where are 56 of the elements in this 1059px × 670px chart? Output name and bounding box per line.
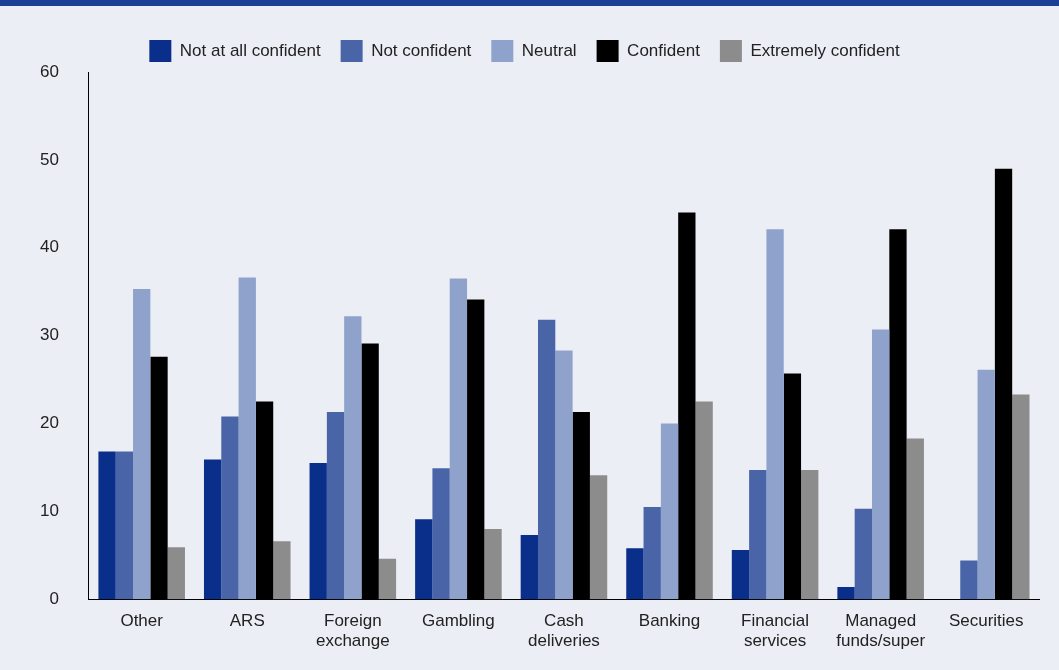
bar — [167, 547, 185, 600]
bar — [432, 468, 450, 600]
bar — [273, 541, 291, 600]
bar — [415, 519, 433, 600]
bar — [537, 319, 556, 600]
bar — [837, 586, 855, 600]
bar — [766, 229, 784, 600]
bar — [520, 535, 538, 600]
y-tick-label: 30 — [39, 325, 59, 345]
y-tick-label: 40 — [39, 237, 59, 257]
bar — [115, 451, 134, 600]
x-tick-label: Foreign exchange — [315, 611, 390, 651]
bar — [589, 475, 608, 600]
bar — [854, 508, 872, 600]
y-tick-label: 50 — [39, 149, 59, 169]
bar — [906, 438, 924, 600]
legend-label: Not at all confident — [179, 40, 321, 60]
bar — [449, 278, 468, 600]
legend-label: Not confident — [371, 40, 472, 60]
bar — [98, 451, 116, 600]
legend-label: Neutral — [521, 40, 577, 60]
bar — [695, 401, 713, 600]
bar — [960, 560, 978, 600]
bar — [238, 277, 256, 600]
y-tick-label: 60 — [39, 61, 59, 81]
x-tick-label: Other — [120, 611, 164, 631]
bar — [378, 558, 397, 600]
bar — [749, 470, 767, 600]
bar — [344, 316, 362, 600]
y-tick-label: 10 — [39, 501, 59, 521]
legend-label: Confident — [627, 40, 701, 60]
x-tick-label: Cash deliveries — [528, 611, 600, 651]
bar — [203, 459, 222, 600]
x-tick-label: Gambling — [422, 611, 495, 631]
x-tick-label: Managed funds/super — [836, 611, 926, 651]
legend-label: Extremely confident — [750, 40, 900, 60]
bar — [872, 329, 890, 600]
bar — [133, 289, 151, 600]
bar — [731, 550, 750, 600]
bar — [660, 423, 679, 600]
bar — [1012, 394, 1030, 600]
bar — [626, 548, 644, 600]
bar — [555, 350, 573, 600]
bar — [484, 528, 502, 600]
bar — [801, 470, 819, 600]
bar — [309, 463, 327, 600]
bar — [977, 369, 995, 600]
x-tick-label: Banking — [638, 611, 701, 631]
x-tick-label: Securities — [948, 611, 1024, 631]
x-tick-label: Financial services — [741, 611, 810, 651]
y-tick-label: 0 — [49, 588, 59, 608]
bar — [221, 416, 239, 600]
x-tick-label: ARS — [229, 611, 265, 631]
y-tick-label: 20 — [39, 413, 59, 433]
bar — [326, 412, 345, 600]
bar — [643, 506, 661, 600]
